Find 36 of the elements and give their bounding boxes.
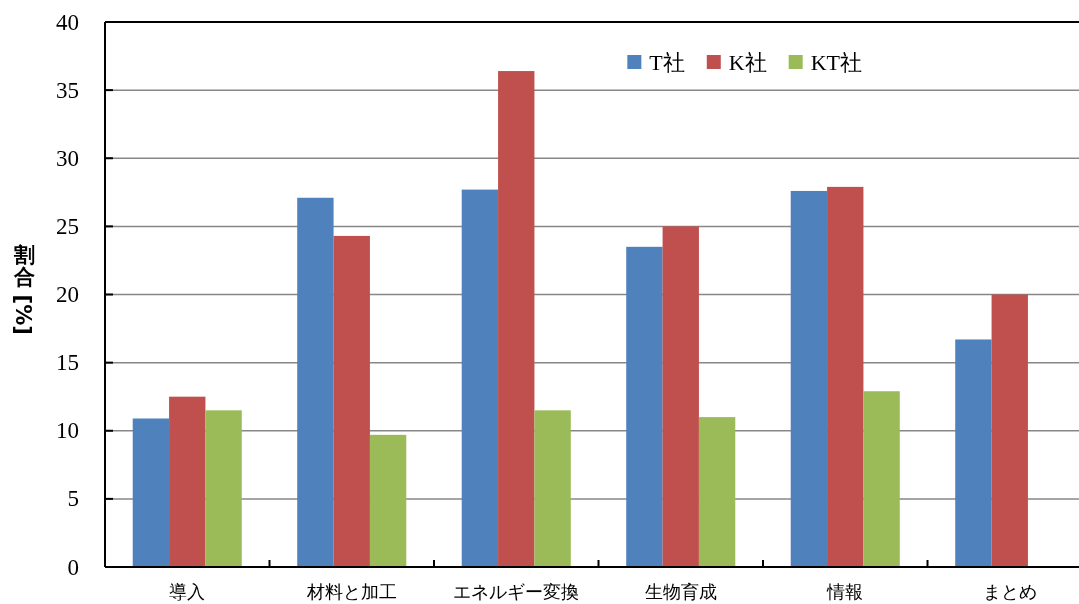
- bar: [991, 294, 1028, 567]
- y-tick-label: 20: [56, 282, 79, 307]
- x-tick-label: エネルギー変換: [453, 582, 580, 602]
- bar: [169, 396, 206, 567]
- y-tick-label: 25: [56, 213, 79, 239]
- y-tick-label: 10: [56, 418, 79, 444]
- bar: [205, 410, 242, 567]
- bar: [827, 186, 864, 567]
- bar: [461, 189, 499, 567]
- x-tick-label: まとめ: [982, 582, 1037, 602]
- bar: [369, 434, 407, 567]
- y-tick-label: 30: [56, 145, 79, 171]
- y-tick-label: 15: [56, 350, 79, 376]
- bar: [333, 235, 370, 567]
- bar: [790, 190, 828, 567]
- legend-label: T社: [649, 49, 685, 75]
- bar: [297, 197, 334, 567]
- bar: [955, 339, 992, 567]
- legend-label: K社: [728, 49, 767, 75]
- bar: [626, 246, 663, 567]
- bar: [132, 418, 170, 567]
- y-tick-label: 35: [56, 77, 79, 103]
- x-tick-label: 導入: [169, 582, 206, 602]
- legend-label: KT社: [810, 49, 862, 75]
- y-axis-title: 割合 [%]: [11, 242, 36, 335]
- x-tick-label: 情報: [826, 582, 864, 602]
- x-tick-label: 生物育成: [644, 582, 717, 602]
- bar: [534, 410, 571, 567]
- bar: [662, 226, 699, 567]
- bar: [863, 391, 900, 567]
- x-tick-label: 材料と加工: [305, 582, 397, 602]
- bar: [498, 71, 535, 567]
- y-tick-label: 0: [67, 554, 79, 580]
- bar: [698, 417, 736, 567]
- y-tick-label: 5: [67, 486, 79, 512]
- y-tick-label: 40: [56, 9, 79, 35]
